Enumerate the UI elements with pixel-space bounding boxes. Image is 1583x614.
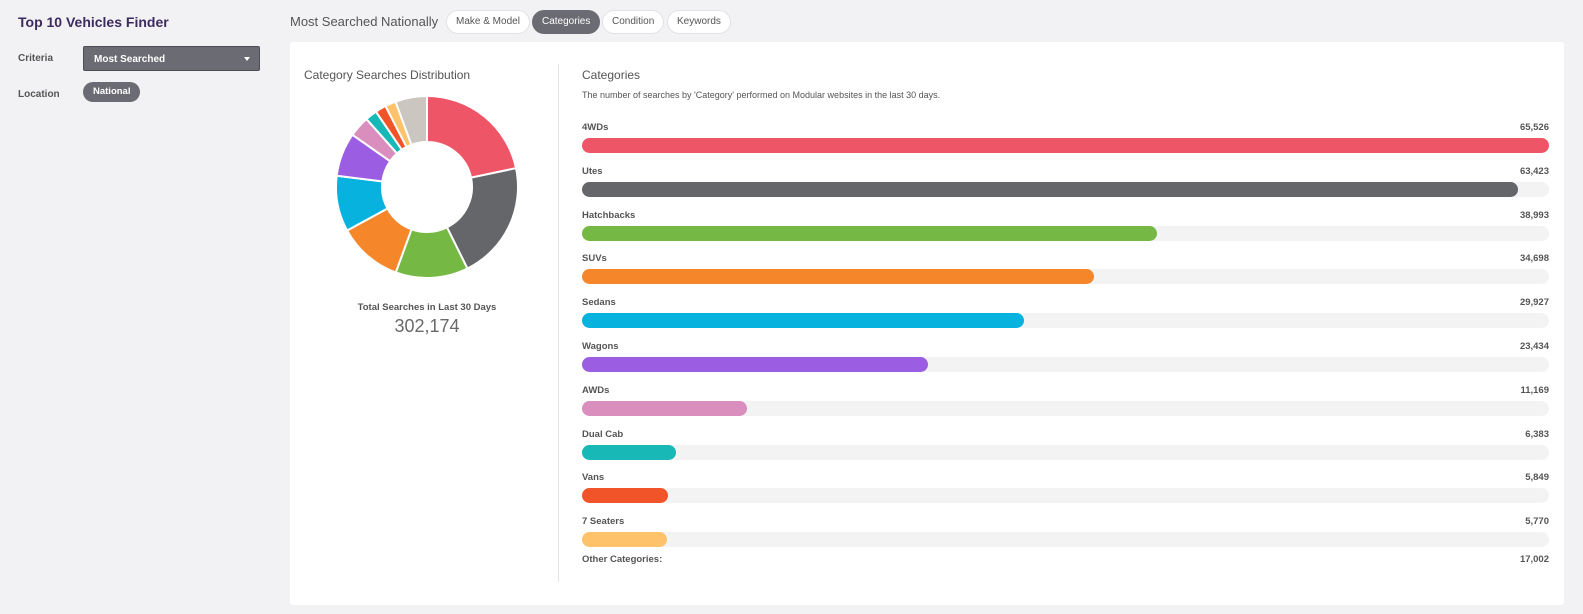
bar-label: Vans: [582, 472, 605, 484]
bar-value: 5,770: [1525, 516, 1549, 528]
bar-label: Dual Cab: [582, 428, 624, 440]
bar-label: Sedans: [582, 297, 616, 309]
other-categories-label: Other Categories:: [582, 554, 663, 565]
bar: [582, 313, 1024, 329]
bar-row: Hatchbacks 38,993: [582, 210, 1549, 250]
bar: [582, 181, 1518, 197]
bars-description: The number of searches by 'Category' per…: [582, 90, 941, 100]
criteria-label: Criteria: [18, 53, 54, 64]
bar: [582, 488, 669, 504]
bar: [582, 269, 1095, 285]
bar-row: Wagons 23,434: [582, 341, 1549, 381]
donut-slice: [426, 94, 518, 179]
bar-label: 4WDs: [582, 122, 609, 133]
criteria-select[interactable]: Most Searched: [83, 46, 260, 71]
bar-track: [582, 400, 1549, 416]
bar-label: Utes: [582, 165, 603, 177]
bar-value: 38,993: [1519, 209, 1549, 221]
caret-down-icon: [244, 57, 250, 61]
tab-categories[interactable]: Categories: [532, 10, 601, 34]
app-title: Top 10 Vehicles Finder: [18, 14, 169, 30]
bar: [582, 532, 668, 548]
bar-value: 29,927: [1519, 297, 1549, 309]
bar-label: Wagons: [582, 341, 619, 352]
pie-title: Category Searches Distribution: [304, 68, 471, 82]
bar-value: 6,383: [1525, 428, 1549, 440]
bar-value: 65,526: [1519, 122, 1549, 133]
donut-chart: [335, 94, 519, 279]
bar-label: SUVs: [582, 253, 607, 265]
bar-track: [582, 532, 1549, 548]
bar-row: Sedans 29,927: [582, 297, 1549, 337]
bar-track: [582, 138, 1549, 153]
sidebar: Top 10 Vehicles Finder Criteria Most Sea…: [0, 0, 275, 614]
content-card: Category Searches Distribution Total Sea…: [290, 42, 1564, 605]
donut-slice: [445, 166, 519, 270]
tab-keywords[interactable]: Keywords: [667, 10, 731, 34]
bar-label: AWDs: [582, 384, 610, 396]
tab-make-model[interactable]: Make & Model: [446, 10, 530, 34]
criteria-select-value: Most Searched: [94, 54, 166, 65]
bar-track: [582, 269, 1549, 285]
total-searches-label: Total Searches in Last 30 Days: [357, 302, 497, 313]
bar-row: Dual Cab 6,383: [582, 429, 1549, 469]
bar-row: Vans 5,849: [582, 472, 1549, 512]
other-categories-row: Other Categories: 17,002: [582, 554, 1549, 568]
location-pill[interactable]: National: [83, 82, 141, 102]
total-searches-value: 302,174: [394, 316, 460, 336]
bar-track: [582, 313, 1549, 329]
bar: [582, 357, 928, 372]
bar-row: 4WDs 65,526: [582, 122, 1549, 162]
bar: [582, 138, 1549, 153]
bar-value: 23,434: [1519, 341, 1549, 352]
bar: [582, 444, 677, 460]
bar-track: [582, 357, 1549, 372]
bar-track: [582, 225, 1549, 241]
bar-label: 7 Seaters: [582, 516, 625, 528]
bar-row: AWDs 11,169: [582, 385, 1549, 425]
bar-row: Utes 63,423: [582, 166, 1549, 206]
bar-value: 11,169: [1520, 384, 1549, 396]
bar-value: 63,423: [1519, 165, 1549, 177]
other-categories-value: 17,002: [1519, 554, 1549, 565]
bar-row: 7 Seaters 5,770: [582, 516, 1549, 556]
bar-label: Hatchbacks: [582, 209, 636, 221]
bar-track: [582, 488, 1549, 504]
location-label: Location: [18, 89, 60, 100]
bar-track: [582, 444, 1549, 460]
tab-condition[interactable]: Condition: [602, 10, 665, 34]
donut-slice: [394, 94, 428, 147]
bars-title: Categories: [582, 68, 641, 82]
divider: [558, 64, 559, 582]
bar: [582, 400, 747, 416]
bar-track: [582, 181, 1549, 197]
bar-value: 5,849: [1525, 472, 1549, 484]
section-title: Most Searched Nationally: [290, 14, 439, 29]
bar-value: 34,698: [1519, 253, 1549, 265]
bars-section: Categories The number of searches by 'Ca…: [582, 42, 1549, 605]
bar: [582, 225, 1158, 241]
pie-section: Category Searches Distribution Total Sea…: [290, 42, 558, 605]
bar-row: SUVs 34,698: [582, 253, 1549, 293]
